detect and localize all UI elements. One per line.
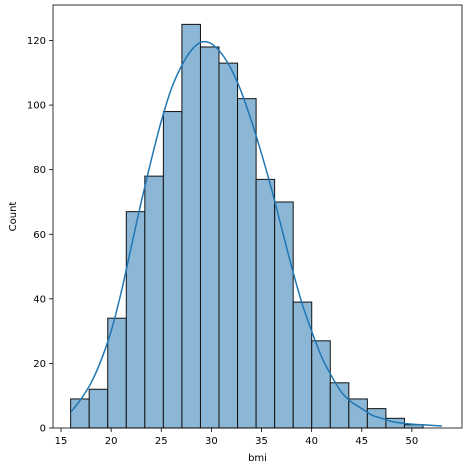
- histogram-bar-1: [88, 388, 109, 429]
- ticks-layer: 15 20 25 30 35 40 45 50 0 20 40 60 80 100 120: [27, 36, 418, 447]
- x-tick-label-20: 20: [105, 436, 118, 447]
- histogram-bar-6: [181, 23, 201, 429]
- axes-layer: [52, 4, 463, 429]
- y-tick-label-20: 20: [33, 359, 46, 370]
- histogram-bar-12: [292, 301, 313, 429]
- y-tick-label-40: 40: [33, 294, 46, 305]
- x-tick-label-25: 25: [155, 436, 168, 447]
- bars-layer: [70, 23, 424, 429]
- histogram-bar-15: [348, 398, 368, 429]
- histogram-bar-8: [218, 62, 239, 429]
- axes-frame: [52, 4, 463, 429]
- y-tick-label-0: 0: [40, 424, 46, 435]
- x-tick-label-30: 30: [205, 436, 218, 447]
- kde-layer: [70, 40, 442, 427]
- x-tick-label-50: 50: [406, 436, 419, 447]
- histogram-bar-0: [70, 398, 90, 429]
- x-tick-label-40: 40: [305, 436, 318, 447]
- y-tick-label-80: 80: [33, 165, 46, 176]
- x-tick-label-45: 45: [355, 436, 368, 447]
- histogram-bar-3: [125, 211, 146, 429]
- kde-curve: [70, 40, 442, 427]
- histogram-bar-7: [199, 46, 220, 429]
- histogram-bar-9: [237, 98, 257, 429]
- y-tick-label-60: 60: [33, 230, 46, 241]
- y-axis-label: Count: [8, 202, 19, 232]
- y-tick-label-100: 100: [27, 101, 46, 112]
- histogram-bar-5: [162, 111, 183, 429]
- x-tick-label-35: 35: [255, 436, 268, 447]
- histogram-bar-4: [144, 175, 164, 429]
- y-tick-label-120: 120: [27, 36, 46, 47]
- x-tick-label-15: 15: [55, 436, 68, 447]
- x-axis-label: bmi: [248, 453, 267, 464]
- histogram-bar-10: [255, 178, 276, 429]
